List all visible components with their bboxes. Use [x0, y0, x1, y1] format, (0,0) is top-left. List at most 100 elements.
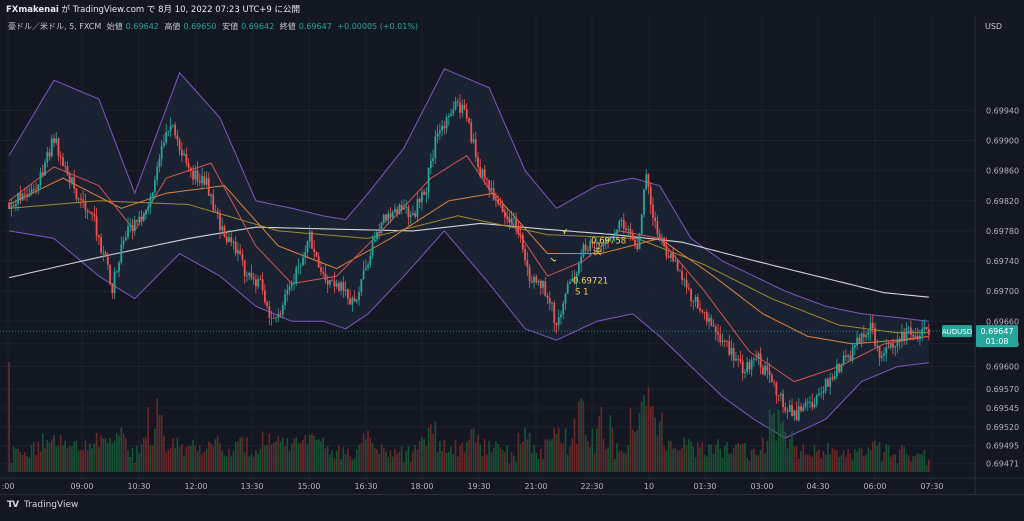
- symbol-tag-text: AUDUSD: [942, 328, 972, 336]
- ohlc-legend: 豪ドル／米ドル, 5, FXCM 始値 0.69642 高値 0.69650 安値 0…: [8, 21, 421, 32]
- price-tag-countdown: 01:08: [985, 337, 1008, 346]
- volume-bar: [172, 438, 174, 472]
- volume-bar: [333, 457, 336, 472]
- volume-bar: [647, 387, 650, 472]
- candle-body: [432, 158, 435, 162]
- x-tick-label: 22:30: [580, 482, 603, 491]
- candle-body: [750, 359, 753, 370]
- volume-bar: [450, 446, 452, 472]
- candle-body: [528, 267, 531, 282]
- candle-body: [335, 283, 338, 287]
- candle-body: [59, 155, 62, 158]
- candle-body: [403, 207, 405, 210]
- tv-logo-icon: TV: [7, 500, 19, 510]
- candle-body: [548, 298, 551, 304]
- volume-bar: [223, 455, 226, 472]
- volume-bar: [241, 436, 244, 472]
- volume-bar: [59, 435, 62, 472]
- candle-body: [739, 358, 742, 362]
- volume-bar: [156, 398, 158, 472]
- candle-body: [472, 139, 475, 143]
- candle-body: [284, 294, 286, 306]
- candle-body: [726, 340, 728, 342]
- candle-body: [281, 305, 284, 315]
- candle-body: [652, 204, 654, 218]
- candle-body: [535, 276, 538, 283]
- candle-body: [109, 264, 111, 284]
- candle-body: [221, 226, 224, 230]
- author-name[interactable]: FXmakenai: [6, 5, 59, 15]
- candle-body: [510, 218, 513, 223]
- volume-bar: [430, 424, 432, 472]
- volume-bar: [827, 442, 829, 472]
- volume-bar: [371, 443, 374, 472]
- annotation-high-price: 0.69758: [591, 236, 626, 246]
- candle-body: [293, 282, 295, 285]
- volume-bar: [831, 447, 834, 472]
- volume-bar: [216, 435, 219, 472]
- candle-body: [412, 213, 414, 216]
- volume-bar: [533, 445, 535, 472]
- volume-bar: [907, 455, 910, 472]
- volume-bar: [652, 406, 654, 472]
- volume-bar: [883, 452, 885, 472]
- candle-body: [140, 216, 143, 221]
- volume-bar: [421, 436, 423, 472]
- volume-bar: [535, 452, 538, 472]
- candle-body: [346, 289, 349, 299]
- candle-body: [304, 252, 307, 258]
- open-label: 始値: [106, 22, 123, 31]
- candle-body: [613, 232, 616, 237]
- volume-bar: [470, 429, 473, 472]
- volume-bar: [629, 407, 632, 472]
- candle-body: [320, 267, 322, 272]
- volume-bar: [425, 445, 428, 472]
- volume-bar: [474, 442, 477, 472]
- candle-body: [544, 281, 547, 296]
- volume-bar: [275, 441, 277, 472]
- volume-bar: [732, 448, 735, 472]
- volume-bar: [75, 440, 78, 472]
- candle-body: [611, 236, 614, 237]
- candle-body: [396, 208, 399, 214]
- volume-bar: [871, 441, 874, 472]
- close-value: 0.69647: [298, 22, 332, 31]
- candle-body: [329, 279, 331, 285]
- candle-body: [683, 279, 686, 281]
- tradingview-logo[interactable]: TV TradingView: [7, 500, 78, 510]
- volume-bar: [389, 450, 392, 472]
- volume-bar: [492, 448, 495, 472]
- volume-bar: [365, 439, 367, 472]
- volume-bar: [385, 451, 387, 472]
- candle-body: [470, 122, 473, 143]
- volume-bar: [53, 434, 55, 472]
- candle-body: [62, 157, 64, 167]
- candle-body: [889, 343, 892, 348]
- candle-body: [809, 402, 811, 404]
- volume-bar: [759, 450, 762, 472]
- candle-body: [699, 308, 701, 311]
- candle-body: [322, 271, 325, 274]
- volume-bar: [290, 443, 293, 472]
- symbol-label[interactable]: 豪ドル／米ドル, 5, FXCM: [8, 22, 102, 31]
- candle-body: [723, 340, 726, 342]
- volume-bar: [620, 450, 623, 472]
- candle-body: [315, 252, 318, 257]
- volume-bar: [849, 453, 852, 472]
- candle-body: [48, 152, 51, 157]
- candle-body: [822, 390, 825, 393]
- candle-body: [382, 214, 385, 223]
- candle-body: [443, 125, 446, 129]
- candle-body: [782, 393, 784, 408]
- volume-bar: [448, 451, 450, 472]
- volume-bar: [903, 446, 906, 472]
- candle-body: [423, 191, 426, 195]
- volume-bar: [537, 459, 540, 472]
- volume-bar: [510, 451, 513, 472]
- candle-body: [223, 226, 226, 237]
- y-tick-label: 0.69495: [986, 442, 1019, 451]
- volume-bar: [865, 454, 867, 472]
- volume-bar: [259, 448, 262, 472]
